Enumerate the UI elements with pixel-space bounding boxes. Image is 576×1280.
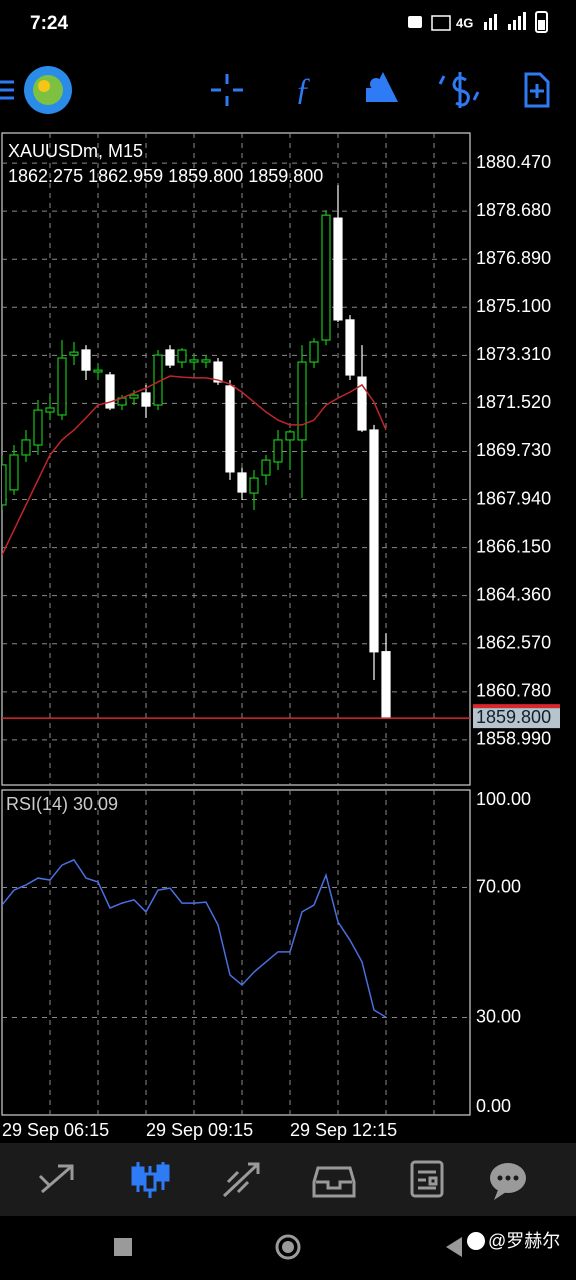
status-time: 7:24: [30, 13, 68, 34]
candle-body: [93, 369, 103, 373]
y-tick-label: 1875.100: [476, 296, 551, 316]
bottom-nav: [0, 1143, 576, 1216]
moving-average-line: [2, 375, 387, 556]
y-tick-label: 30.00: [476, 1006, 521, 1026]
indicators-button[interactable]: ƒ: [295, 70, 311, 106]
candle-body: [273, 439, 283, 463]
y-tick-label: 1876.890: [476, 248, 551, 268]
candle-body: [105, 374, 115, 409]
rsi-plot: [2, 790, 470, 1115]
rsi-panel-border: [1, 789, 471, 1116]
candle-body: [237, 472, 247, 493]
y-tick-label: 0.00: [476, 1096, 511, 1116]
y-tick-label: 100.00: [476, 789, 531, 809]
candle-body: [129, 394, 139, 399]
nav-trade[interactable]: [222, 1162, 260, 1198]
y-tick-label: 1858.990: [476, 729, 551, 749]
candle-body: [225, 385, 235, 473]
y-tick-label: 1867.940: [476, 488, 551, 508]
last-price-marker: [473, 704, 560, 709]
candle-body: [357, 376, 367, 431]
candle-body: [369, 429, 379, 653]
crosshair-button[interactable]: [211, 74, 243, 106]
last-price-box: [473, 708, 560, 729]
candle-body: [321, 214, 331, 341]
android-home[interactable]: [275, 1234, 301, 1260]
status-icons: [408, 11, 548, 33]
nav-chat[interactable]: [490, 1163, 526, 1200]
status-network: 4G: [456, 15, 473, 30]
main-plot: [2, 133, 470, 785]
candle-body: [297, 361, 307, 441]
y-tick-label: 1860.780: [476, 681, 551, 701]
candle-body: [57, 357, 67, 416]
y-tick-label: 1880.470: [476, 152, 551, 172]
candle-body: [381, 651, 391, 719]
watermark: @罗赫尔: [488, 1231, 560, 1251]
candle-body: [2, 464, 7, 506]
candle-body: [21, 439, 31, 456]
trade-button[interactable]: [438, 72, 480, 108]
candle-body: [189, 359, 199, 363]
android-back[interactable]: [446, 1237, 462, 1257]
candle-body: [45, 407, 55, 413]
y-tick-label: 70.00: [476, 876, 521, 896]
y-tick-label: 1878.680: [476, 200, 551, 220]
y-tick-label: 1869.730: [476, 440, 551, 460]
ohlc-readout: 1862.275 1862.959 1859.800 1859.800: [8, 166, 323, 186]
candle-body: [213, 361, 223, 383]
candle-body: [309, 341, 319, 363]
nav-news[interactable]: [410, 1160, 444, 1198]
candle-body: [141, 392, 151, 407]
rsi-title: RSI(14) 30.09: [6, 794, 118, 814]
toolbar: ƒ: [0, 66, 550, 114]
app-logo[interactable]: [24, 66, 72, 114]
y-tick-label: 1864.360: [476, 584, 551, 604]
nav-chart[interactable]: [131, 1162, 170, 1198]
android-recents[interactable]: [114, 1238, 132, 1256]
nav-quotes[interactable]: [38, 1164, 74, 1194]
candle-body: [9, 454, 19, 491]
y-tick-label: 1866.150: [476, 536, 551, 556]
candle-body: [201, 359, 211, 363]
candle-body: [165, 349, 175, 366]
candle-body: [249, 477, 259, 494]
menu-button[interactable]: [0, 80, 14, 100]
chart-title: XAUUSDm, M15: [8, 141, 143, 161]
y-tick-label: 1862.570: [476, 633, 551, 653]
y-tick-label: 1871.520: [476, 392, 551, 412]
candle-body: [333, 217, 343, 321]
objects-button[interactable]: [366, 72, 398, 102]
new-order-button[interactable]: [524, 72, 550, 108]
candle-body: [285, 431, 295, 441]
x-tick-label: 29 Sep 09:15: [146, 1120, 253, 1140]
candle-body: [261, 459, 271, 476]
x-tick-label: 29 Sep 12:15: [290, 1120, 397, 1140]
nav-history[interactable]: [312, 1166, 356, 1198]
watermark-logo: [467, 1232, 485, 1250]
candle-body: [69, 351, 79, 356]
last-price-label: 1859.800: [476, 707, 551, 727]
x-tick-label: 29 Sep 06:15: [2, 1120, 109, 1140]
candle-body: [81, 349, 91, 371]
y-tick-label: 1873.310: [476, 344, 551, 364]
rsi-line: [2, 858, 387, 1018]
main-panel-border: [1, 132, 471, 786]
candle-body: [33, 409, 43, 446]
candle-body: [177, 349, 187, 363]
candle-body: [345, 319, 355, 376]
